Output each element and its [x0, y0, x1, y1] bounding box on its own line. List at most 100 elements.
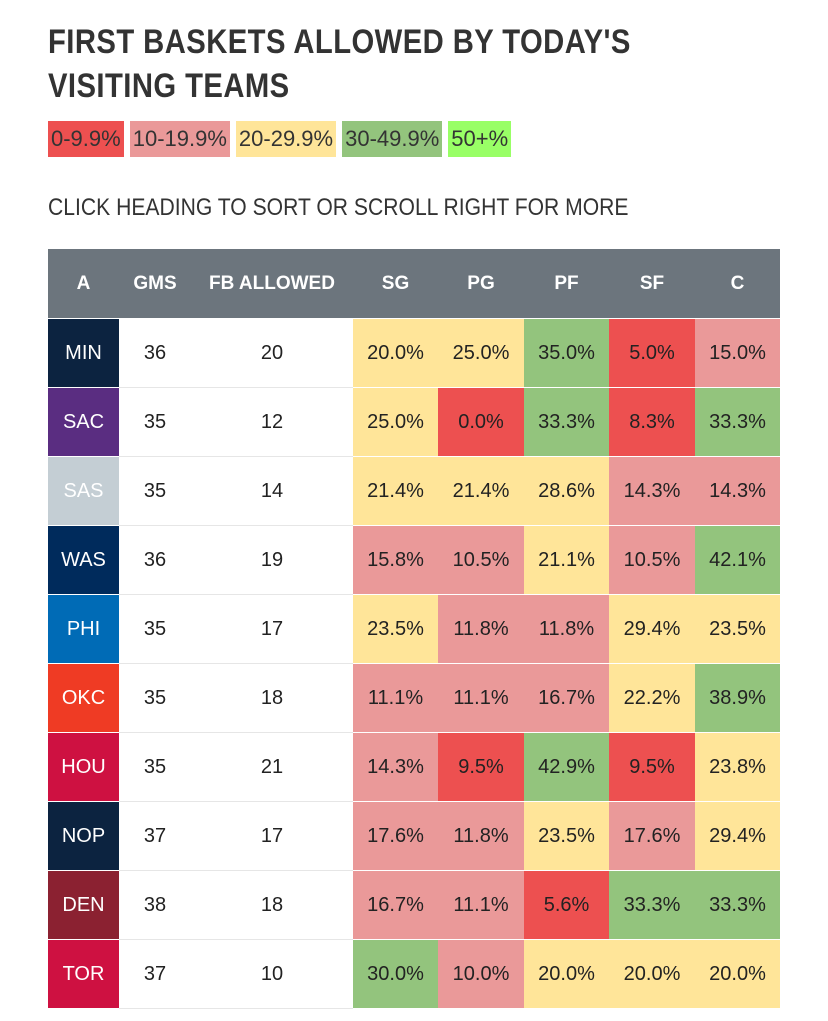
sg-pct-cell: 17.6%	[353, 801, 438, 871]
pf-pct-cell: 28.6%	[524, 456, 609, 526]
table-row: NOP 37 17 17.6% 11.8% 23.5% 17.6% 29.4%	[48, 801, 780, 871]
c-pct-cell: 14.3%	[695, 456, 780, 526]
sg-pct-cell: 21.4%	[353, 456, 438, 526]
sf-pct-cell: 22.2%	[609, 663, 695, 733]
fb-allowed-cell: 18	[191, 870, 353, 940]
pf-pct-cell: 20.0%	[524, 939, 609, 1009]
column-header-gms[interactable]: GMS	[119, 249, 191, 319]
table-row: OKC 35 18 11.1% 11.1% 16.7% 22.2% 38.9%	[48, 663, 780, 733]
legend-item: 20-29.9%	[235, 121, 337, 157]
pf-pct-cell: 35.0%	[524, 318, 609, 388]
c-pct-cell: 20.0%	[695, 939, 780, 1009]
c-pct-cell: 23.8%	[695, 732, 780, 802]
sort-hint: CLICK HEADING TO SORT OR SCROLL RIGHT FO…	[48, 194, 629, 221]
fb-allowed-cell: 19	[191, 525, 353, 595]
pf-pct-cell: 23.5%	[524, 801, 609, 871]
team-cell: MIN	[48, 318, 119, 388]
pg-pct-cell: 11.1%	[438, 663, 524, 733]
sf-pct-cell: 14.3%	[609, 456, 695, 526]
sf-pct-cell: 5.0%	[609, 318, 695, 388]
column-header-sg[interactable]: SG	[353, 249, 438, 319]
first-baskets-table-container[interactable]: A GMS FB ALLOWED SG PG PF SF C MIN 36 20 20.0% 25.0…	[48, 249, 780, 1009]
sf-pct-cell: 9.5%	[609, 732, 695, 802]
table-row: SAC 35 12 25.0% 0.0% 33.3% 8.3% 33.3%	[48, 387, 780, 457]
column-header-c[interactable]: C	[695, 249, 780, 319]
fb-allowed-cell: 18	[191, 663, 353, 733]
table-row: SAS 35 14 21.4% 21.4% 28.6% 14.3% 14.3%	[48, 456, 780, 526]
games-cell: 35	[119, 663, 191, 733]
games-cell: 38	[119, 870, 191, 940]
c-pct-cell: 33.3%	[695, 387, 780, 457]
column-header-sf[interactable]: SF	[609, 249, 695, 319]
c-pct-cell: 33.3%	[695, 870, 780, 940]
pg-pct-cell: 9.5%	[438, 732, 524, 802]
games-cell: 36	[119, 525, 191, 595]
pg-pct-cell: 21.4%	[438, 456, 524, 526]
pf-pct-cell: 5.6%	[524, 870, 609, 940]
games-cell: 35	[119, 387, 191, 457]
c-pct-cell: 29.4%	[695, 801, 780, 871]
team-cell: DEN	[48, 870, 119, 940]
games-cell: 37	[119, 939, 191, 1009]
sg-pct-cell: 16.7%	[353, 870, 438, 940]
legend-item: 0-9.9%	[48, 121, 124, 157]
column-header-pg[interactable]: PG	[438, 249, 524, 319]
table-row: PHI 35 17 23.5% 11.8% 11.8% 29.4% 23.5%	[48, 594, 780, 664]
team-cell: PHI	[48, 594, 119, 664]
sf-pct-cell: 33.3%	[609, 870, 695, 940]
pf-pct-cell: 11.8%	[524, 594, 609, 664]
sg-pct-cell: 20.0%	[353, 318, 438, 388]
games-cell: 37	[119, 801, 191, 871]
games-cell: 36	[119, 318, 191, 388]
pg-pct-cell: 11.8%	[438, 801, 524, 871]
sf-pct-cell: 10.5%	[609, 525, 695, 595]
fb-allowed-cell: 17	[191, 594, 353, 664]
fb-allowed-cell: 10	[191, 939, 353, 1009]
pg-pct-cell: 10.5%	[438, 525, 524, 595]
pg-pct-cell: 11.1%	[438, 870, 524, 940]
page-title: FIRST BASKETS ALLOWED BY TODAY'S VISITIN…	[48, 23, 631, 105]
games-cell: 35	[119, 594, 191, 664]
sg-pct-cell: 14.3%	[353, 732, 438, 802]
pf-pct-cell: 42.9%	[524, 732, 609, 802]
sf-pct-cell: 29.4%	[609, 594, 695, 664]
sg-pct-cell: 30.0%	[353, 939, 438, 1009]
pg-pct-cell: 11.8%	[438, 594, 524, 664]
table-row: WAS 36 19 15.8% 10.5% 21.1% 10.5% 42.1%	[48, 525, 780, 595]
legend-item: 50+%	[448, 121, 512, 157]
sg-pct-cell: 25.0%	[353, 387, 438, 457]
games-cell: 35	[119, 456, 191, 526]
sg-pct-cell: 15.8%	[353, 525, 438, 595]
color-legend: 0-9.9% 10-19.9% 20-29.9% 30-49.9% 50+%	[48, 121, 512, 157]
first-baskets-table: A GMS FB ALLOWED SG PG PF SF C MIN 36 20 20.0% 25.0…	[48, 249, 780, 1009]
column-header-team[interactable]: A	[48, 249, 119, 319]
column-header-fb[interactable]: FB ALLOWED	[191, 249, 353, 319]
team-cell: OKC	[48, 663, 119, 733]
table-row: DEN 38 18 16.7% 11.1% 5.6% 33.3% 33.3%	[48, 870, 780, 940]
pf-pct-cell: 33.3%	[524, 387, 609, 457]
table-body: MIN 36 20 20.0% 25.0% 35.0% 5.0% 15.0% SAC 35 12 25…	[48, 318, 780, 1009]
c-pct-cell: 15.0%	[695, 318, 780, 388]
c-pct-cell: 38.9%	[695, 663, 780, 733]
fb-allowed-cell: 21	[191, 732, 353, 802]
sg-pct-cell: 23.5%	[353, 594, 438, 664]
legend-item: 10-19.9%	[129, 121, 230, 157]
column-header-pf[interactable]: PF	[524, 249, 609, 319]
table-row: HOU 35 21 14.3% 9.5% 42.9% 9.5% 23.8%	[48, 732, 780, 802]
team-cell: TOR	[48, 939, 119, 1009]
legend-item: 30-49.9%	[342, 121, 443, 157]
pf-pct-cell: 21.1%	[524, 525, 609, 595]
sf-pct-cell: 17.6%	[609, 801, 695, 871]
team-cell: HOU	[48, 732, 119, 802]
pg-pct-cell: 0.0%	[438, 387, 524, 457]
sf-pct-cell: 20.0%	[609, 939, 695, 1009]
table-header-row: A GMS FB ALLOWED SG PG PF SF C	[48, 249, 780, 319]
team-cell: SAS	[48, 456, 119, 526]
c-pct-cell: 42.1%	[695, 525, 780, 595]
fb-allowed-cell: 14	[191, 456, 353, 526]
pf-pct-cell: 16.7%	[524, 663, 609, 733]
pg-pct-cell: 10.0%	[438, 939, 524, 1009]
games-cell: 35	[119, 732, 191, 802]
c-pct-cell: 23.5%	[695, 594, 780, 664]
team-cell: WAS	[48, 525, 119, 595]
